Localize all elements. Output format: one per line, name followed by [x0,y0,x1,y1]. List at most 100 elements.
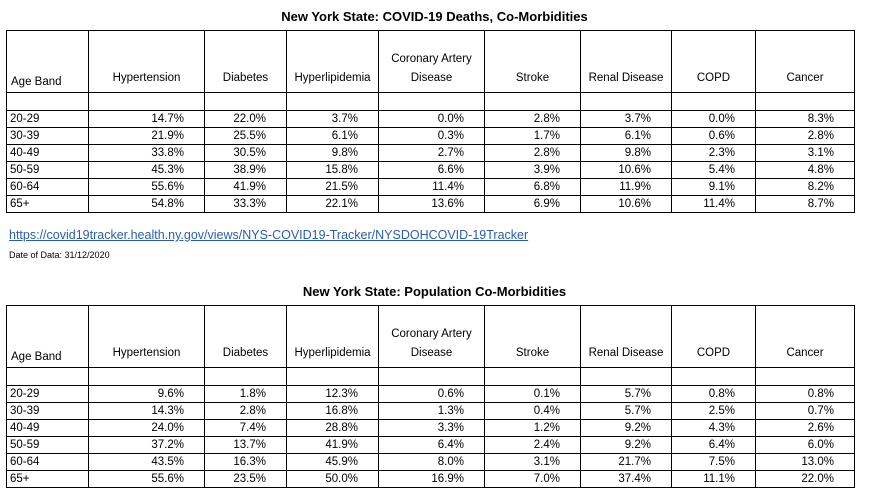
value-cell: 9.1% [671,178,756,196]
value-cell: 21.9% [88,127,205,145]
age-band-cell: 65+ [6,470,89,488]
spacer-row [6,367,855,386]
column-header: Coronary Artery Disease [378,305,485,368]
value-cell: 10.6% [580,161,672,179]
column-header: Hyperlipidemia [286,30,379,93]
value-cell: 3.7% [286,110,379,128]
value-cell: 9.8% [580,144,672,162]
column-header: COPD [671,30,756,93]
source-link[interactable]: https://covid19tracker.health.ny.gov/vie… [9,228,529,242]
age-band-cell: 20-29 [6,385,89,403]
value-cell: 33.8% [88,144,205,162]
age-band-cell: 30-39 [6,402,89,420]
column-header: Hypertension [88,305,205,368]
column-header: Hypertension [88,30,205,93]
table-row: 40-49 24.0% 7.4% 28.8% 3.3% 1.2% 9.2% 4.3% 2.6% [6,419,855,437]
date-of-data: Date of Data: 31/12/2020 [9,250,110,260]
value-cell: 0.4% [484,402,581,420]
value-cell: 9.6% [88,385,205,403]
value-cell: 1.8% [204,385,287,403]
table-row: 20-29 9.6% 1.8% 12.3% 0.6% 0.1% 5.7% 0.8% 0.8% [6,385,855,403]
value-cell: 45.3% [88,161,205,179]
value-cell: 7.4% [204,419,287,437]
value-cell: 0.8% [671,385,756,403]
value-cell: 38.9% [204,161,287,179]
column-header: Renal Disease [580,305,672,368]
column-header: Cancer [755,30,855,93]
value-cell: 3.1% [484,453,581,471]
value-cell: 12.3% [286,385,379,403]
table-row: 50-59 45.3% 38.9% 15.8% 6.6% 3.9% 10.6% 5.4% 4.8… [6,161,855,179]
value-cell: 11.4% [671,195,756,213]
value-cell: 2.8% [204,402,287,420]
value-cell: 2.4% [484,436,581,454]
table-row: 65+ 54.8% 33.3% 22.1% 13.6% 6.9% 10.6% 11.4% 8.7… [6,195,855,213]
value-cell: 13.7% [204,436,287,454]
value-cell: 30.5% [204,144,287,162]
value-cell: 16.9% [378,470,485,488]
value-cell: 0.8% [755,385,855,403]
value-cell: 8.3% [755,110,855,128]
value-cell: 7.0% [484,470,581,488]
value-cell: 1.3% [378,402,485,420]
population-comorbidity-table: Age Band Hypertension Diabetes Hyperlipidem… [6,305,855,488]
value-cell: 28.8% [286,419,379,437]
table-row: 30-39 21.9% 25.5% 6.1% 0.3% 1.7% 6.1% 0.6% 2.8% [6,127,855,145]
value-cell: 2.5% [671,402,756,420]
value-cell: 8.7% [755,195,855,213]
value-cell: 55.6% [88,470,205,488]
value-cell: 0.1% [484,385,581,403]
value-cell: 2.3% [671,144,756,162]
value-cell: 22.0% [204,110,287,128]
value-cell: 9.8% [286,144,379,162]
value-cell: 6.1% [580,127,672,145]
column-header: Age Band [6,305,89,368]
table-row: 60-64 55.6% 41.9% 21.5% 11.4% 6.8% 11.9% 9.1% 8.… [6,178,855,196]
age-band-cell: 60-64 [6,453,89,471]
table-row: 65+ 55.6% 23.5% 50.0% 16.9% 7.0% 37.4% 11.1% 22.… [6,470,855,488]
column-header: Stroke [484,30,581,93]
value-cell: 54.8% [88,195,205,213]
value-cell: 22.0% [755,470,855,488]
table-row: 50-59 37.2% 13.7% 41.9% 6.4% 2.4% 9.2% 6.4% 6.0% [6,436,855,454]
value-cell: 16.8% [286,402,379,420]
value-cell: 0.6% [671,127,756,145]
value-cell: 6.1% [286,127,379,145]
value-cell: 3.1% [755,144,855,162]
value-cell: 45.9% [286,453,379,471]
value-cell: 24.0% [88,419,205,437]
value-cell: 55.6% [88,178,205,196]
value-cell: 5.4% [671,161,756,179]
age-band-cell: 40-49 [6,144,89,162]
value-cell: 37.2% [88,436,205,454]
value-cell: 6.6% [378,161,485,179]
value-cell: 2.6% [755,419,855,437]
value-cell: 6.4% [671,436,756,454]
age-band-cell: 50-59 [6,161,89,179]
table-row: 20-29 14.7% 22.0% 3.7% 0.0% 2.8% 3.7% 0.0% 8.3% [6,110,855,128]
age-band-cell: 50-59 [6,436,89,454]
value-cell: 3.7% [580,110,672,128]
value-cell: 21.5% [286,178,379,196]
table2-title: New York State: Population Co-Morbiditie… [302,284,567,299]
column-header: Hyperlipidemia [286,305,379,368]
value-cell: 6.0% [755,436,855,454]
value-cell: 11.9% [580,178,672,196]
column-header: Renal Disease [580,30,672,93]
age-band-cell: 60-64 [6,178,89,196]
value-cell: 41.9% [204,178,287,196]
value-cell: 2.8% [484,110,581,128]
value-cell: 33.3% [204,195,287,213]
value-cell: 16.3% [204,453,287,471]
value-cell: 0.7% [755,402,855,420]
age-band-cell: 30-39 [6,127,89,145]
value-cell: 9.2% [580,436,672,454]
deaths-comorbidity-table: Age Band Hypertension Diabetes Hyperlipidem… [6,30,855,213]
age-band-cell: 40-49 [6,419,89,437]
table1-title: New York State: COVID-19 Deaths, Co-Morb… [281,9,588,24]
column-header: Diabetes [204,305,287,368]
value-cell: 23.5% [204,470,287,488]
value-cell: 13.6% [378,195,485,213]
column-header: Cancer [755,305,855,368]
column-header: Diabetes [204,30,287,93]
